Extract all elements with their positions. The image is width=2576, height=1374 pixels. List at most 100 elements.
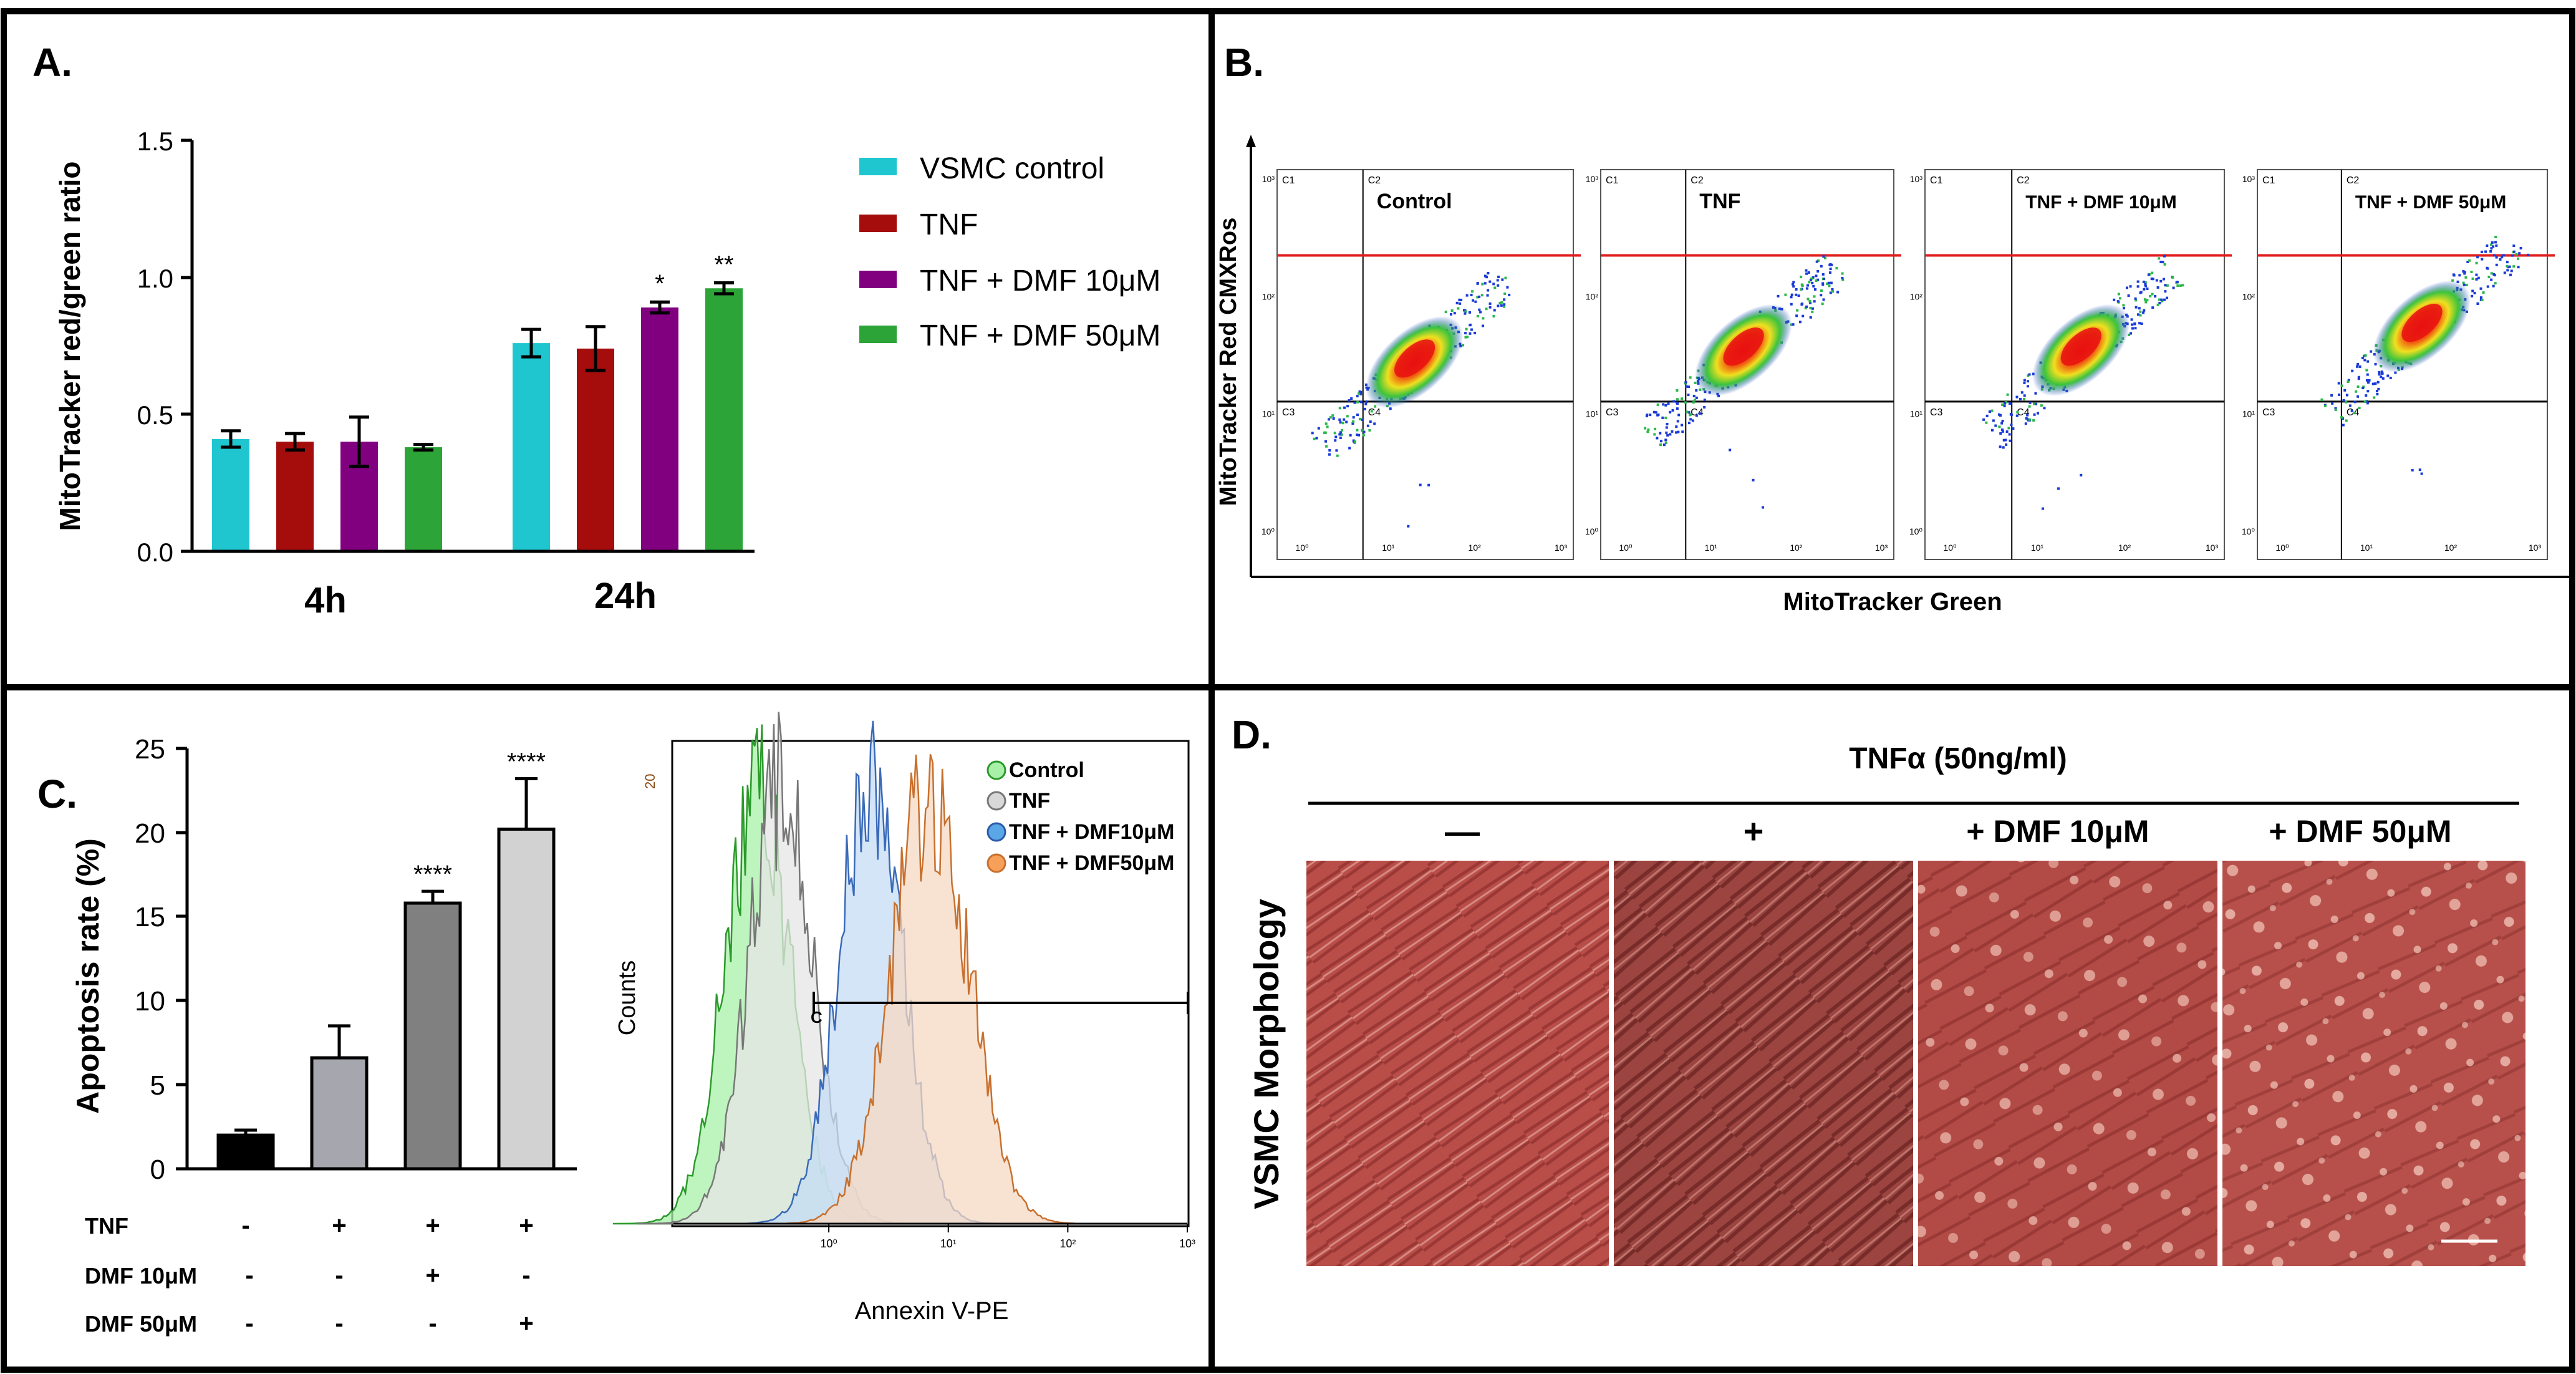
chart-c-condition-sign-2-2: - [428,1310,437,1337]
chart-a-significance-2-1: * [655,270,665,298]
flow-xtick-0-2: 10² [1469,543,1482,553]
chart-c-condition-sign-2-0: - [245,1310,253,1337]
legend-label-dmf10: TNF + DMF 10μM [920,264,1160,298]
chart-a-errorbar-0-1 [521,327,541,359]
chart-a-bar-3-1 [705,288,743,551]
flow-xtick-1-3: 10³ [1875,543,1888,553]
chart-a-bar-1-1 [577,348,614,551]
hist-series-3 [786,754,1075,1225]
hist-xlabel: Annexin V-PE [855,1297,1009,1325]
chart-c-errorbar-3 [515,777,538,830]
chart-a: *** 0.0 0.5 1.0 1.5 MitoTracker red/gree… [54,127,1160,621]
chart-b-y-axis-arrow [1246,135,1256,147]
chart-a-errorbar-1-1 [586,325,605,372]
flow-xtick-3-0: 10⁰ [2275,543,2289,553]
chart-a-errorbar-3-0 [413,443,433,452]
flow-quadrant-label-2-2: C3 [1930,407,1943,418]
flow-xtick-0-1: 10¹ [1382,543,1395,553]
flow-outlier-1-2 [1761,506,1764,509]
flow-ytick-3-3: 10³ [2242,174,2255,184]
chart-c-condition-sign-2-1: - [335,1310,343,1337]
flow-quadrant-label-1-3: C4 [1691,407,1704,418]
chart-c-ylabel: Apoptosis rate (%) [70,838,105,1114]
chart-c-ytick-label-1: 5 [150,1070,165,1101]
flow-ytick-2-2: 10² [1910,291,1923,301]
legend-label-vsmc-control: VSMC control [920,152,1104,185]
flow-ytick-3-1: 10¹ [2242,409,2255,419]
chart-c-errorbar-2 [422,889,444,904]
flow-xtick-1-2: 10² [1790,543,1803,553]
flow-plot-3: C1 C2 C3 C4 TNF + DMF 50μM 10⁰ 10⁰ 10¹ 10¹ 10² 10²… [2242,169,2555,560]
chart-c-bar-1 [310,1056,369,1171]
flow-ytick-2-3: 10³ [1910,174,1923,184]
flow-outlier-3-2 [2418,468,2421,472]
micrograph-control [1306,861,1609,1266]
flow-ytick-1-0: 10⁰ [1585,526,1599,536]
panel-label-b: B. [1224,40,1264,85]
hist-xtick-label-1: 10¹ [940,1237,957,1250]
chart-c-condition-sign-0-3: + [519,1212,533,1239]
chart-a-bars: *** [212,251,743,551]
hist-legend: Control TNF TNF + DMF10μM TNF + DMF50μM [987,758,1174,875]
flow-xtick-2-0: 10⁰ [1943,543,1957,553]
flow-xtick-1-0: 10⁰ [1619,543,1633,553]
hist-legend-label-control: Control [1009,758,1084,782]
flow-quadrant-label-1-1: C2 [1691,175,1704,186]
legend-swatch-vsmc-control [859,158,897,175]
flow-outlier-1-1 [1729,448,1732,452]
hist-legend-label-dmf10: TNF + DMF10μM [1009,820,1174,844]
chart-c-ytick-label-4: 20 [135,818,165,849]
chart-c-condition-table: TNF - + + + DMF 10μM - - + - DMF 50μM - - - + [85,1212,534,1337]
chart-c-bars: **** **** [216,748,556,1171]
hist-gate-label: C [811,1008,822,1027]
flow-outlier-1-0 [1752,478,1755,481]
chart-a-ytick-label-2: 1.0 [137,264,173,293]
panel-d-header: TNFα (50ng/ml) [1849,742,2067,775]
flow-plot-title-3: TNF + DMF 50μM [2355,192,2507,213]
chart-a-xcat-1: 24h [594,576,657,616]
chart-c-condition-label-0: TNF [85,1213,128,1239]
flow-ytick-2-0: 10⁰ [1909,526,1923,536]
flow-plot-frame-1 [1600,169,1894,560]
chart-a-bar-2-1 [641,307,678,551]
flow-quadrant-label-1-0: C1 [1606,175,1619,186]
hist-legend-dot-tnf [987,791,1006,811]
flow-quadrant-label-0-0: C1 [1282,175,1295,186]
legend-swatch-dmf50 [859,326,897,343]
chart-c-condition-sign-0-0: - [241,1212,249,1239]
chart-c-ytick-label-5: 25 [135,734,165,765]
chart-c-condition-sign-1-0: - [245,1262,253,1289]
flow-plot-title-1: TNF [1699,190,1740,213]
hist-xtick-label-2: 10² [1059,1237,1076,1250]
flow-density-core-2 [2060,327,2101,366]
flow-outlier-0-2 [1407,525,1410,528]
chart-c-significance-3: **** [507,748,546,776]
chart-a-bar-1-0 [276,442,314,551]
legend-label-dmf50: TNF + DMF 50μM [920,319,1160,352]
legend-swatch-dmf10 [859,271,897,288]
chart-b: MitoTracker Red CMXRos MitoTracker Green… [1215,135,2569,616]
micrograph-dmf50 [2222,861,2525,1266]
flow-outlier-2-0 [2080,473,2083,477]
flow-density-core-3 [2401,304,2443,342]
flow-quadrant-label-2-0: C1 [1930,175,1943,186]
flow-outlier-0-1 [1419,483,1422,486]
flow-quadrant-label-3-3: C4 [2347,407,2360,418]
flow-ytick-0-0: 10⁰ [1261,526,1275,536]
flow-quadrant-label-3-0: C1 [2262,175,2275,186]
chart-a-errorbar-2-0 [349,415,369,468]
hist-ylabel: Counts [614,960,640,1035]
flow-outlier-0-0 [1427,483,1430,486]
micrograph-tnf [1614,861,1913,1266]
chart-a-xcat-0: 4h [304,580,347,621]
hist-legend-dot-dmf50 [987,853,1006,873]
flow-ytick-3-2: 10² [2242,291,2255,301]
chart-a-errorbar-3-1 [714,281,734,296]
panel-label-a: A. [32,40,72,85]
flow-quadrant-label-2-1: C2 [2017,175,2030,186]
flow-xtick-2-1: 10¹ [2031,543,2044,553]
flow-quadrant-label-0-3: C4 [1368,407,1381,418]
